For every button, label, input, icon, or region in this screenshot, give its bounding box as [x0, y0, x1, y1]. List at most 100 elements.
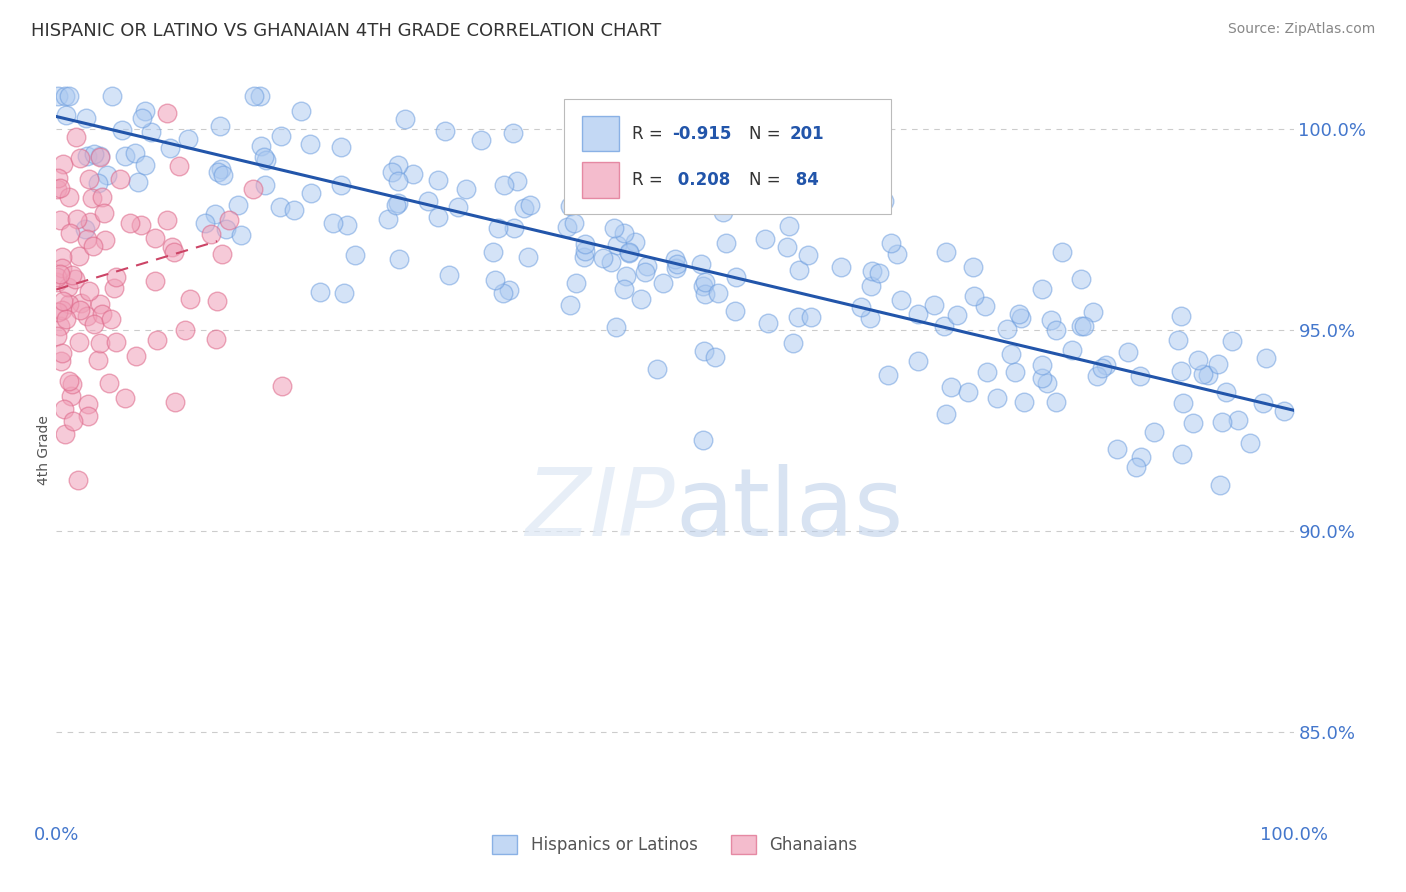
Point	[103, 280, 125, 294]
Point	[134, 158, 156, 172]
Point	[1091, 360, 1114, 375]
Point	[492, 178, 515, 193]
Point	[1045, 323, 1067, 337]
Point	[51, 346, 73, 360]
Point	[1062, 343, 1084, 357]
Point	[890, 293, 912, 307]
Point	[94, 233, 117, 247]
Point	[89, 148, 111, 162]
Point	[860, 264, 883, 278]
Point	[776, 240, 799, 254]
Point	[1105, 442, 1128, 457]
Point	[519, 198, 541, 212]
Point	[60, 376, 83, 391]
Point	[799, 310, 821, 325]
Point	[269, 200, 291, 214]
Point	[498, 283, 520, 297]
Point	[52, 294, 75, 309]
Point	[1031, 371, 1053, 385]
Point	[89, 296, 111, 310]
Point	[624, 235, 647, 250]
Point	[724, 303, 747, 318]
Point	[309, 285, 332, 300]
Point	[778, 219, 800, 234]
Point	[377, 211, 399, 226]
Point	[725, 270, 748, 285]
Point	[387, 158, 409, 172]
Point	[402, 167, 425, 181]
Text: R =: R =	[631, 125, 668, 143]
Point	[129, 219, 152, 233]
Point	[384, 198, 406, 212]
Point	[707, 285, 730, 300]
Point	[558, 298, 581, 312]
Point	[568, 191, 591, 205]
Point	[711, 205, 734, 219]
Point	[1209, 478, 1232, 492]
Point	[63, 272, 86, 286]
Point	[211, 168, 233, 182]
Point	[605, 319, 627, 334]
Point	[1085, 369, 1108, 384]
Point	[243, 89, 266, 103]
Point	[1073, 318, 1095, 333]
Point	[433, 124, 456, 138]
Point	[51, 260, 73, 275]
Point	[93, 206, 115, 220]
Point	[51, 303, 73, 318]
FancyBboxPatch shape	[582, 162, 619, 198]
Point	[174, 324, 197, 338]
Y-axis label: 4th Grade: 4th Grade	[37, 416, 51, 485]
Point	[118, 216, 141, 230]
Point	[253, 150, 276, 164]
Point	[242, 182, 264, 196]
Point	[860, 279, 883, 293]
Point	[82, 238, 104, 252]
Point	[200, 227, 222, 241]
Point	[218, 212, 240, 227]
Point	[394, 112, 416, 126]
Point	[652, 277, 675, 291]
Text: R =: R =	[631, 171, 668, 189]
Point	[1070, 272, 1092, 286]
Point	[1116, 344, 1139, 359]
Point	[907, 307, 929, 321]
Point	[562, 216, 585, 230]
Point	[1129, 450, 1152, 464]
Point	[963, 288, 986, 302]
Point	[330, 140, 353, 154]
Text: 201: 201	[790, 125, 824, 143]
Point	[1095, 358, 1118, 372]
Point	[254, 178, 277, 192]
Text: N =: N =	[749, 171, 786, 189]
Point	[574, 244, 596, 259]
Point	[1211, 415, 1233, 429]
Point	[941, 380, 963, 394]
Point	[588, 191, 610, 205]
Point	[617, 246, 640, 260]
Point	[1081, 305, 1104, 319]
Point	[51, 354, 73, 368]
Point	[77, 396, 100, 410]
Point	[143, 231, 166, 245]
Point	[630, 292, 652, 306]
Point	[1220, 334, 1243, 348]
Point	[714, 236, 737, 251]
Point	[97, 376, 120, 390]
Point	[108, 171, 131, 186]
Point	[456, 182, 478, 196]
Point	[692, 434, 714, 448]
Point	[1039, 313, 1062, 327]
Point	[53, 426, 76, 441]
Point	[89, 335, 111, 350]
Point	[209, 162, 232, 177]
Point	[1070, 318, 1092, 333]
Point	[177, 132, 200, 146]
Point	[886, 246, 908, 260]
Point	[574, 236, 596, 251]
Point	[46, 171, 69, 186]
Point	[976, 366, 998, 380]
Point	[756, 316, 779, 330]
Point	[298, 137, 321, 152]
FancyBboxPatch shape	[582, 116, 619, 152]
